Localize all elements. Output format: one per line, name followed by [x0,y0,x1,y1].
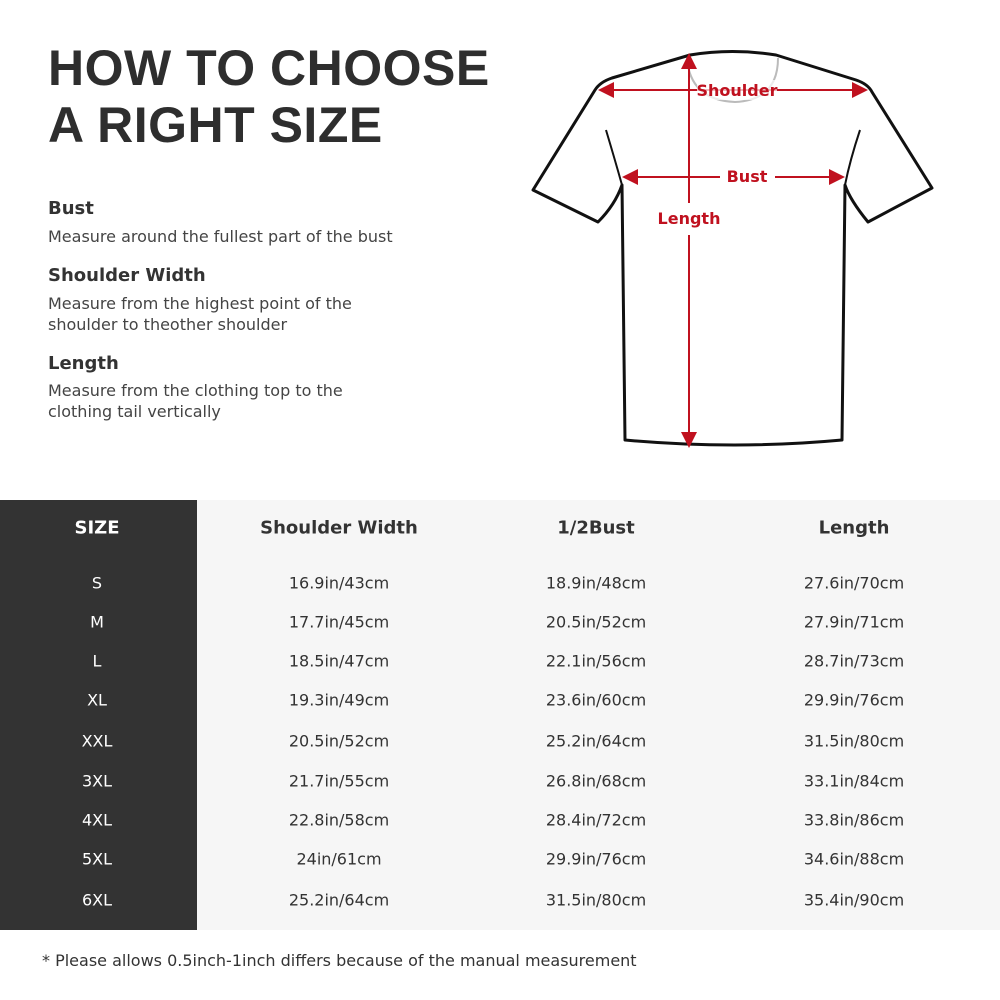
measurement-note: * Please allows 0.5inch-1inch differs be… [42,951,637,970]
table-cell: 35.4in/90cm [803,890,905,910]
table-cell: 28.4in/72cm [545,810,647,830]
table-cell: 27.9in/71cm [803,612,905,632]
guide-desc-length: Measure from the clothing top to the clot… [48,380,343,422]
title-line-2: A RIGHT SIZE [48,97,383,153]
table-cell: 17.7in/45cm [288,612,390,632]
table-cell: 22.8in/58cm [288,810,390,830]
size-label: S [91,573,103,593]
title-line-1: HOW TO CHOOSE [48,40,490,96]
page-title: HOW TO CHOOSE A RIGHT SIZE [48,40,490,154]
size-label: 4XL [81,810,113,830]
tshirt-outline [531,50,934,447]
table-cell: 20.5in/52cm [545,612,647,632]
table-cell: 22.1in/56cm [545,651,647,671]
size-column-bg [0,500,197,930]
size-label: M [90,612,104,632]
table-cell: 33.1in/84cm [803,771,905,791]
table-cell: 19.3in/49cm [288,690,390,710]
table-cell: 31.5in/80cm [803,731,905,751]
desc-line: Measure around the fullest part of the b… [48,227,393,246]
shoulder-label: Shoulder [697,81,778,100]
table-cell: 18.9in/48cm [545,573,647,593]
table-cell: 29.9in/76cm [545,849,647,869]
guide-term-bust: Bust [48,198,94,219]
table-cell: 34.6in/88cm [803,849,905,869]
tshirt-diagram: Shoulder Bust Length [531,50,934,448]
size-table: SIZE Shoulder Width 1/2Bust Length S 16.9in/4… [0,500,1000,930]
header-3: Length [818,517,890,539]
guide-desc-shoulder: Measure from the highest point of the sho… [48,293,352,335]
table-cell: 20.5in/52cm [288,731,390,751]
size-label: XXL [81,731,113,751]
header-0: SIZE [74,517,120,539]
table-cell: 18.5in/47cm [288,651,390,671]
tshirt-collar [686,57,779,104]
bust-label: Bust [727,167,768,186]
table-cell: 27.6in/70cm [803,573,905,593]
table-cell: 31.5in/80cm [545,890,647,910]
length-label: Length [658,209,721,228]
desc-line: clothing tail vertically [48,402,221,421]
table-cell: 24in/61cm [296,849,382,869]
table-cell: 29.9in/76cm [803,690,905,710]
size-label: 5XL [81,849,113,869]
table-cell: 28.7in/73cm [803,651,905,671]
header-2: 1/2Bust [557,517,635,539]
table-cell: 25.2in/64cm [288,890,390,910]
guide-term-shoulder: Shoulder Width [48,265,206,286]
table-cell: 23.6in/60cm [545,690,647,710]
guide-term-length: Length [48,353,119,374]
size-label: L [92,651,102,671]
table-cell: 16.9in/43cm [288,573,390,593]
table-cell: 21.7in/55cm [288,771,390,791]
size-label: 3XL [81,771,113,791]
header-1: Shoulder Width [260,517,418,539]
table-cell: 25.2in/64cm [545,731,647,751]
desc-line: Measure from the highest point of the [48,294,352,313]
table-cell: 26.8in/68cm [545,771,647,791]
desc-line: Measure from the clothing top to the [48,381,343,400]
desc-line: shoulder to theother shoulder [48,315,288,334]
table-cell: 33.8in/86cm [803,810,905,830]
size-label: XL [87,690,107,710]
size-label: 6XL [81,890,113,910]
guide-desc-bust: Measure around the fullest part of the b… [48,226,393,247]
